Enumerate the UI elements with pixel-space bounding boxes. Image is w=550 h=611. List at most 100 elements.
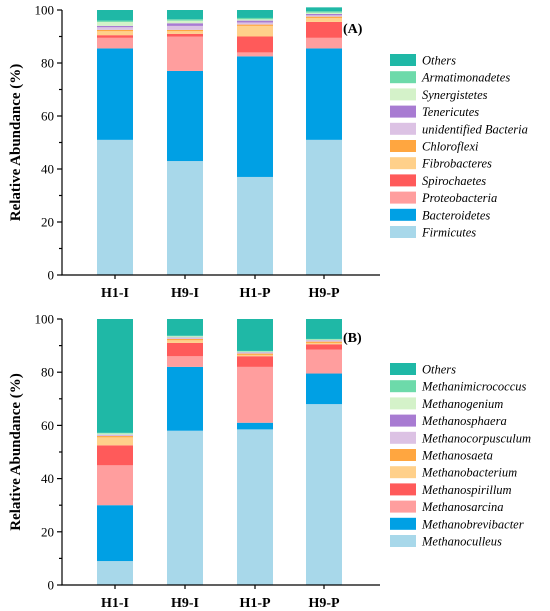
bar-segment: [167, 31, 203, 34]
bar-segment: [167, 336, 203, 338]
bar-segment: [306, 404, 342, 585]
legend-entry-label: Methanimicrococcus: [421, 380, 526, 394]
bar-segment: [306, 37, 342, 49]
bar-segment: [237, 366, 273, 423]
bar-segment: [167, 161, 203, 275]
legend-entry-label: Armatimonadetes: [421, 71, 510, 85]
bar-segment: [167, 430, 203, 585]
bar-segment: [306, 48, 342, 140]
bar-segment: [237, 429, 273, 585]
bar-segment: [237, 10, 273, 18]
legend-entry-label: Firmicutes: [421, 226, 476, 240]
bar-segment: [237, 354, 273, 357]
panel-label: (B): [343, 331, 362, 346]
bar-segment: [306, 16, 342, 18]
legend-entry-label: Methanosarcina: [421, 500, 503, 514]
bar-segment: [306, 340, 342, 342]
bar-segment: [237, 25, 273, 37]
bar-segment: [306, 13, 342, 16]
x-tick-label: H9-I: [171, 596, 199, 611]
bar-segment: [167, 33, 203, 37]
bar-segment: [97, 432, 133, 434]
bar-segment: [167, 366, 203, 431]
y-axis-title: Relative Abundance (%): [8, 373, 24, 531]
bar-segment: [306, 21, 342, 38]
legend-swatch: [390, 363, 416, 375]
bar-segment: [167, 337, 203, 339]
bar-segment: [237, 351, 273, 353]
bar-segment: [97, 505, 133, 562]
legend-entry-label: Chloroflexi: [422, 140, 479, 154]
bar-segment: [237, 56, 273, 177]
legend-swatch: [390, 140, 416, 152]
bar-segment: [306, 7, 342, 12]
bar-segment: [167, 20, 203, 24]
legend-entry-label: Synergistetes: [422, 88, 488, 102]
x-tick-label: H9-I: [171, 286, 199, 301]
bar-segment: [97, 37, 133, 49]
bar-segment: [167, 36, 203, 71]
bar-segment: [237, 319, 273, 351]
legend-entry-label: Proteobacteria: [421, 191, 497, 205]
legend-swatch: [390, 449, 416, 461]
legend-entry-label: Tenericutes: [422, 105, 479, 119]
bar-segment: [97, 25, 133, 28]
bar-segment: [237, 20, 273, 23]
bar-segment: [97, 35, 133, 38]
bar-segment: [167, 340, 203, 343]
bar-segment: [97, 435, 133, 437]
legend-entry-label: Fibrobacteres: [421, 157, 492, 171]
bar-segment: [97, 20, 133, 22]
legend-swatch: [390, 380, 416, 393]
bar-segment: [97, 21, 133, 26]
legend-swatch: [390, 431, 416, 444]
x-tick-label: H1-I: [101, 286, 129, 301]
y-tick-label: 40: [41, 471, 54, 486]
y-tick-label: 0: [48, 268, 55, 283]
legend-swatch: [390, 157, 416, 170]
bar-segment: [306, 11, 342, 13]
legend-entry-label: Bacteroidetes: [422, 208, 490, 222]
bar-segment: [237, 350, 273, 352]
legend-swatch: [390, 535, 416, 547]
bar-segment: [97, 437, 133, 446]
legend-swatch: [390, 174, 416, 187]
chart-panel-b: 0 20 40 60 80 100 H1-I H9-I H1-P H9-P Relative Abu…: [8, 312, 531, 611]
x-tick-label: H9-P: [308, 596, 340, 611]
legend-swatch: [390, 414, 416, 427]
bar-segment: [306, 342, 342, 345]
bar-segment: [97, 10, 133, 21]
legend-entry-label: Methanospirillum: [421, 483, 512, 497]
legend-swatch: [390, 122, 416, 135]
chart-panel-a: 0 20 40 60 80 100 H1-I H9-I H1-P H9-P Relative Abu…: [8, 3, 528, 302]
bar-segment: [97, 27, 133, 30]
bar-segment: [306, 340, 342, 341]
bar-segment: [167, 70, 203, 162]
y-tick-label: 20: [41, 215, 54, 230]
panel-label: (A): [343, 22, 363, 37]
bar-segment: [237, 352, 273, 354]
bar-segment: [237, 24, 273, 26]
x-tick-label: H1-P: [239, 596, 271, 611]
legend-entry-label: Methanocorpusculum: [421, 431, 531, 445]
y-tick-label: 100: [35, 3, 55, 18]
legend-swatch: [390, 71, 416, 84]
bar-segment: [306, 349, 342, 374]
legend-entry-label: Others: [422, 54, 456, 68]
bar-segment: [97, 436, 133, 438]
bar-segment: [306, 373, 342, 405]
legend-swatch: [390, 191, 416, 204]
bar-segment: [167, 319, 203, 336]
bar-segment: [97, 465, 133, 506]
legend-entry-label: Others: [422, 363, 456, 377]
bar-segment: [97, 48, 133, 140]
bar-segment: [167, 338, 203, 339]
legend-entry-label: Methanogenium: [421, 397, 503, 411]
legend-entry-label: Methanosaeta: [421, 449, 493, 463]
legend-entry-label: Methanoculleus: [421, 535, 502, 549]
legend-entry-label: Methanosphaera: [421, 414, 507, 428]
x-tick-label: H1-P: [239, 286, 271, 301]
bar-segment: [306, 139, 342, 275]
bar-segment: [97, 445, 133, 466]
bar-segment: [237, 352, 273, 353]
